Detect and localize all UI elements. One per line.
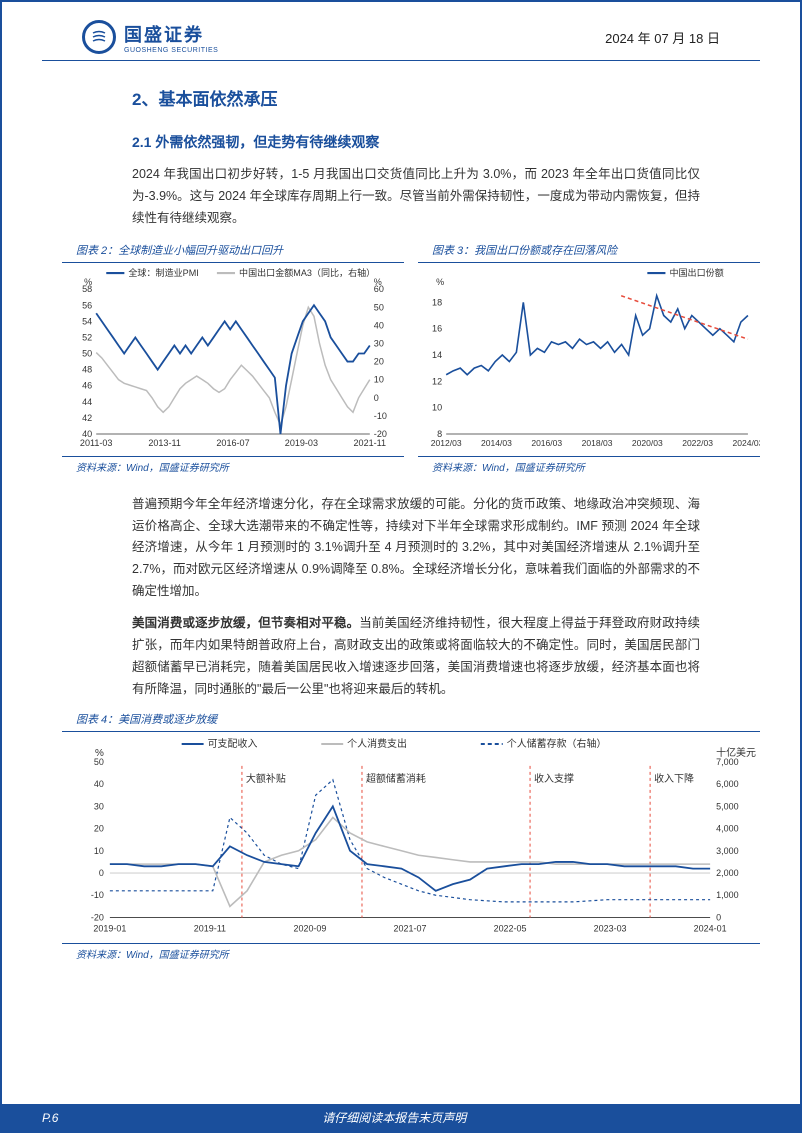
svg-text:6,000: 6,000 bbox=[716, 779, 738, 789]
chart-4-title: 图表 4：美国消费或逐步放缓 bbox=[62, 711, 760, 727]
paragraph-2: 普遍预期今年全年经济增速分化，存在全球需求放缓的可能。分化的货币政策、地缘政治冲… bbox=[132, 494, 700, 603]
svg-text:2016-07: 2016-07 bbox=[216, 438, 249, 448]
svg-text:个人消费支出: 个人消费支出 bbox=[347, 737, 407, 750]
svg-text:14: 14 bbox=[432, 350, 442, 360]
company-name-en: GUOSHENG SECURITIES bbox=[124, 47, 218, 54]
svg-text:可支配收入: 可支配收入 bbox=[208, 737, 258, 750]
svg-text:2019-11: 2019-11 bbox=[194, 923, 226, 933]
section-heading-2: 2、基本面依然承压 bbox=[132, 85, 700, 110]
svg-text:0: 0 bbox=[716, 912, 721, 922]
svg-text:0: 0 bbox=[99, 868, 104, 878]
svg-text:2012/03: 2012/03 bbox=[431, 438, 462, 448]
svg-text:42: 42 bbox=[82, 413, 92, 423]
svg-text:4,000: 4,000 bbox=[716, 823, 738, 833]
svg-text:-20: -20 bbox=[91, 912, 104, 922]
svg-text:2011-03: 2011-03 bbox=[80, 438, 113, 448]
svg-text:超额储蓄消耗: 超额储蓄消耗 bbox=[366, 771, 426, 784]
svg-text:%: % bbox=[436, 277, 444, 287]
svg-text:0: 0 bbox=[374, 392, 379, 402]
chart-4-source: 资料来源：Wind，国盛证券研究所 bbox=[62, 943, 760, 961]
svg-text:2021-11: 2021-11 bbox=[354, 438, 387, 448]
svg-text:收入下降: 收入下降 bbox=[654, 771, 694, 784]
svg-text:2024-01: 2024-01 bbox=[694, 923, 727, 933]
svg-text:10: 10 bbox=[374, 374, 384, 384]
svg-text:2018/03: 2018/03 bbox=[582, 438, 613, 448]
svg-text:54: 54 bbox=[82, 316, 92, 326]
svg-text:-10: -10 bbox=[91, 890, 104, 900]
svg-text:18: 18 bbox=[432, 297, 442, 307]
chart-3-title: 图表 3：我国出口份额或存在回落风险 bbox=[418, 242, 760, 258]
svg-text:2024/03: 2024/03 bbox=[733, 438, 760, 448]
page-footer: P.6 请仔细阅读本报告末页声明 bbox=[2, 1104, 800, 1131]
svg-text:50: 50 bbox=[94, 757, 104, 767]
svg-text:个人储蓄存款（右轴）: 个人储蓄存款（右轴） bbox=[507, 737, 607, 750]
svg-text:10: 10 bbox=[94, 845, 104, 855]
chart-3-svg: 中国出口份额%810121416182012/032014/032016/032… bbox=[418, 263, 760, 454]
svg-text:30: 30 bbox=[94, 801, 104, 811]
page-number: P.6 bbox=[42, 1111, 58, 1125]
svg-text:50: 50 bbox=[374, 302, 384, 312]
chart-3-box: 图表 3：我国出口份额或存在回落风险 中国出口份额%81012141618201… bbox=[418, 242, 760, 474]
paragraph-3: 美国消费或逐步放缓，但节奏相对平稳。当前美国经济维持韧性，很大程度上得益于拜登政… bbox=[132, 613, 700, 701]
svg-text:2016/03: 2016/03 bbox=[531, 438, 562, 448]
svg-text:2020/03: 2020/03 bbox=[632, 438, 663, 448]
para3-lead: 美国消费或逐步放缓，但节奏相对平稳。 bbox=[132, 616, 359, 630]
footer-disclaimer: 请仔细阅读本报告末页声明 bbox=[322, 1109, 466, 1126]
svg-text:40: 40 bbox=[94, 779, 104, 789]
chart-2-title: 图表 2：全球制造业小幅回升驱动出口回升 bbox=[62, 242, 404, 258]
svg-text:20: 20 bbox=[94, 823, 104, 833]
svg-text:2022/03: 2022/03 bbox=[682, 438, 713, 448]
chart-4-svg: 可支配收入个人消费支出个人储蓄存款（右轴）%十亿美元-20-1001020304… bbox=[62, 732, 760, 941]
svg-text:中国出口份额: 中国出口份额 bbox=[669, 267, 723, 278]
svg-text:30: 30 bbox=[374, 338, 384, 348]
logo-icon bbox=[82, 20, 116, 54]
svg-text:58: 58 bbox=[82, 284, 92, 294]
svg-text:5,000: 5,000 bbox=[716, 801, 738, 811]
svg-text:-10: -10 bbox=[374, 411, 387, 421]
page-header: 国盛证券 GUOSHENG SECURITIES 2024 年 07 月 18 … bbox=[42, 2, 760, 61]
svg-text:56: 56 bbox=[82, 300, 92, 310]
chart-4-box: 图表 4：美国消费或逐步放缓 可支配收入个人消费支出个人储蓄存款（右轴）%十亿美… bbox=[62, 711, 760, 961]
svg-text:全球：制造业PMI: 全球：制造业PMI bbox=[128, 267, 198, 278]
svg-text:2020-09: 2020-09 bbox=[293, 923, 326, 933]
chart-3-source: 资料来源：Wind，国盛证券研究所 bbox=[418, 456, 760, 474]
svg-text:大额补贴: 大额补贴 bbox=[246, 771, 286, 784]
svg-text:2,000: 2,000 bbox=[716, 868, 738, 878]
svg-text:2021-07: 2021-07 bbox=[394, 923, 427, 933]
svg-text:60: 60 bbox=[374, 284, 384, 294]
svg-text:中国出口金额MA3（同比，右轴）: 中国出口金额MA3（同比，右轴） bbox=[239, 267, 375, 278]
report-date: 2024 年 07 月 18 日 bbox=[605, 28, 720, 47]
svg-text:7,000: 7,000 bbox=[716, 757, 738, 767]
charts-row-top: 图表 2：全球制造业小幅回升驱动出口回升 全球：制造业PMI 中国出口金额MA3（… bbox=[62, 242, 760, 474]
svg-text:48: 48 bbox=[82, 364, 92, 374]
svg-text:2023-03: 2023-03 bbox=[594, 923, 627, 933]
svg-text:16: 16 bbox=[432, 323, 442, 333]
chart-2-box: 图表 2：全球制造业小幅回升驱动出口回升 全球：制造业PMI 中国出口金额MA3（… bbox=[62, 242, 404, 474]
svg-text:收入支撑: 收入支撑 bbox=[534, 771, 574, 784]
svg-text:46: 46 bbox=[82, 380, 92, 390]
svg-text:50: 50 bbox=[82, 348, 92, 358]
svg-text:2022-05: 2022-05 bbox=[494, 923, 527, 933]
chart-2-source: 资料来源：Wind，国盛证券研究所 bbox=[62, 456, 404, 474]
svg-text:3,000: 3,000 bbox=[716, 845, 738, 855]
svg-text:2019-01: 2019-01 bbox=[93, 923, 126, 933]
svg-text:44: 44 bbox=[82, 396, 92, 406]
svg-text:10: 10 bbox=[432, 402, 442, 412]
svg-text:2019-03: 2019-03 bbox=[285, 438, 318, 448]
company-logo: 国盛证券 GUOSHENG SECURITIES bbox=[82, 20, 218, 54]
svg-text:1,000: 1,000 bbox=[716, 890, 738, 900]
svg-text:40: 40 bbox=[374, 320, 384, 330]
page-frame: 国盛证券 GUOSHENG SECURITIES 2024 年 07 月 18 … bbox=[0, 0, 802, 1133]
section-heading-2-1: 2.1 外需依然强韧，但走势有待继续观察 bbox=[132, 132, 700, 152]
paragraph-1: 2024 年我国出口初步好转，1-5 月我国出口交货值同比上升为 3.0%，而 … bbox=[132, 164, 700, 230]
svg-text:2014/03: 2014/03 bbox=[481, 438, 512, 448]
svg-text:52: 52 bbox=[82, 332, 92, 342]
svg-text:20: 20 bbox=[374, 356, 384, 366]
svg-text:12: 12 bbox=[432, 376, 442, 386]
company-name-cn: 国盛证券 bbox=[124, 21, 218, 47]
svg-text:2013-11: 2013-11 bbox=[148, 438, 181, 448]
chart-2-svg: 全球：制造业PMI中国出口金额MA3（同比，右轴）%%4042444648505… bbox=[62, 263, 404, 454]
